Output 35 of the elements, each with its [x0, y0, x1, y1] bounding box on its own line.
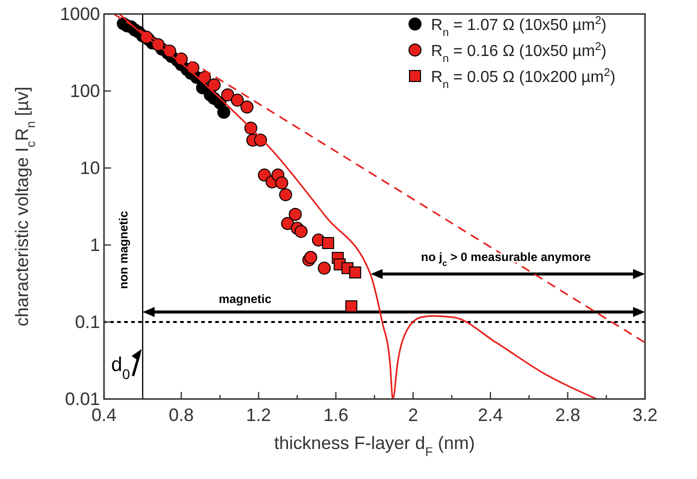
point: [288, 208, 302, 221]
x-axis-title: thickness F-layer d$_{F}$ (nm): [274, 433, 475, 459]
point: [275, 176, 288, 190]
legend-label: R$_{n}$ = 0.16 Ω (10x50 µm$^{2}$): [431, 41, 606, 65]
point: [281, 217, 294, 230]
point: [217, 106, 230, 119]
legend-label: R$_{n}$ = 0.05 Ω (10x200 µm$^{2}$): [431, 67, 616, 91]
point: [279, 188, 292, 202]
y-tick-label: 1000: [60, 4, 100, 24]
y-tick-label: 1: [90, 235, 100, 255]
point: [230, 94, 244, 107]
point: [322, 237, 334, 250]
point: [240, 100, 254, 114]
y-tick-label: 10: [80, 158, 100, 178]
y-tick-label: 0.1: [74, 312, 100, 332]
y-tick-label: 100: [70, 81, 100, 101]
point: [294, 224, 308, 238]
x-tick-label: 2: [408, 405, 418, 425]
point: [349, 266, 362, 278]
annotation: no j$_{c}$ > 0 measurable anymore: [421, 250, 592, 268]
point: [208, 78, 221, 92]
x-tick-label: 0.8: [168, 405, 194, 425]
annotation: magnetic: [218, 292, 272, 306]
point: [318, 262, 331, 275]
x-tick-label: 1.2: [246, 405, 272, 425]
x-tick-label: 3.2: [632, 405, 658, 425]
x-tick-label: 2.8: [555, 405, 580, 425]
annotation: non magnetic: [116, 210, 130, 290]
point: [345, 300, 358, 312]
legend-label: R$_{n}$ = 1.07 Ω (10x50 µm$^{2}$): [431, 15, 606, 39]
point: [304, 250, 318, 264]
ref-line-label: d$_{0}$: [111, 354, 130, 382]
x-tick-label: 1.6: [323, 405, 348, 425]
x-tick-label: 2.4: [478, 405, 503, 425]
point: [221, 88, 234, 102]
